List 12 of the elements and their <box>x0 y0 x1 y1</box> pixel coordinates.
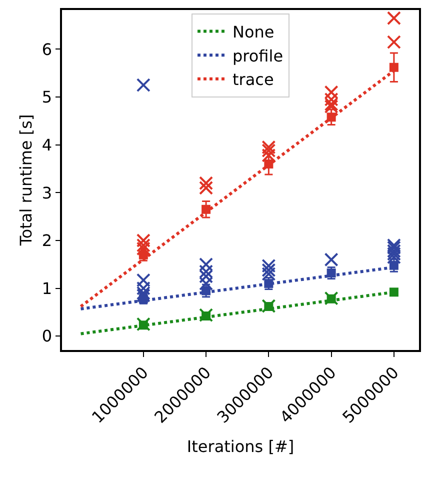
y-tick-label: 1 <box>42 278 52 298</box>
y-tick-label: 2 <box>42 231 52 250</box>
y-axis-title: Total runtime [s] <box>16 114 36 247</box>
y-tick-label: 6 <box>42 40 52 59</box>
y-tick-label: 0 <box>42 326 52 346</box>
y-tick-label: 5 <box>42 88 52 107</box>
legend-label: None <box>232 22 274 42</box>
legend-label: profile <box>232 46 284 66</box>
x-axis-title: Iterations [#] <box>186 437 294 456</box>
y-tick-label: 3 <box>42 183 52 202</box>
y-tick-label: 4 <box>42 135 52 154</box>
legend-label: trace <box>232 70 274 90</box>
